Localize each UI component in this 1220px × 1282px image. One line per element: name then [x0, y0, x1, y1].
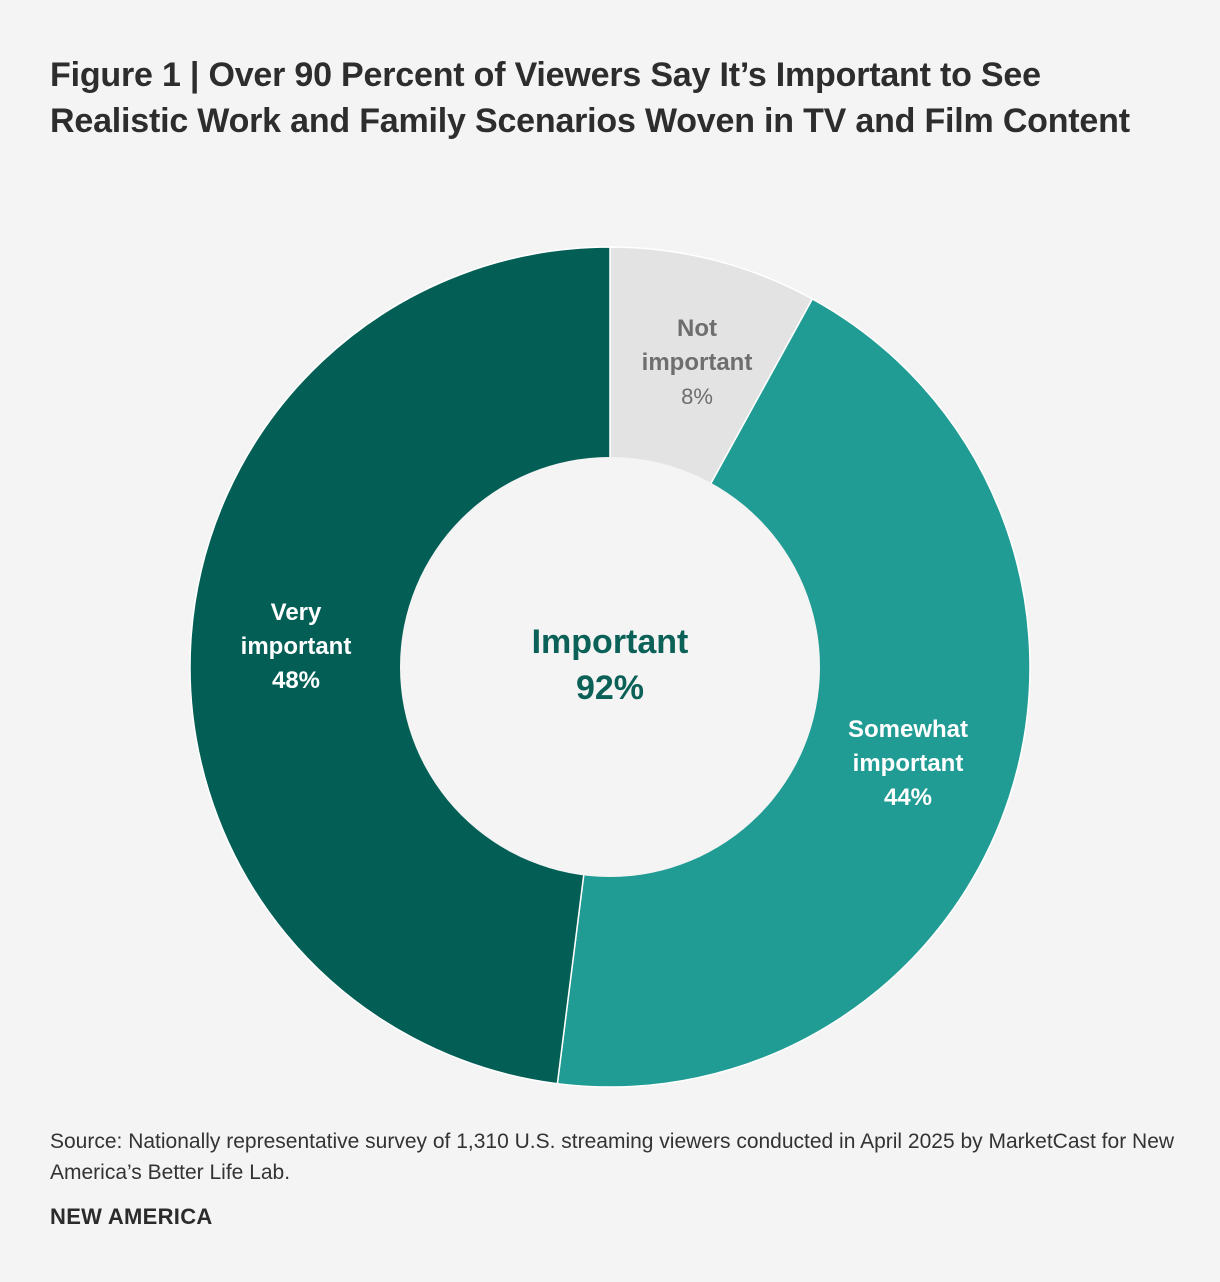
slice-value-very-important: 48%: [272, 667, 320, 694]
center-value: 92%: [576, 669, 644, 707]
slice-label-not-important: important: [642, 349, 753, 376]
slice-value-somewhat-important: 44%: [884, 784, 932, 811]
slice-labels: Not important 8% Somewhat important 44% Very im…: [241, 315, 968, 811]
chart-title: Figure 1 | Over 90 Percent of Viewers Sa…: [50, 56, 1130, 140]
slice-label-somewhat-important: important: [853, 750, 964, 777]
slice-label-somewhat-important: Somewhat: [848, 716, 968, 743]
slice-value-not-important: 8%: [681, 384, 713, 409]
center-label: Important: [532, 623, 689, 661]
slice-very-important: [189, 246, 611, 1085]
slice-label-very-important: Very: [271, 599, 322, 626]
slice-label-very-important: important: [241, 633, 352, 660]
slice-label-not-important: Not: [677, 315, 717, 342]
source-note: Source: Nationally representative survey…: [50, 1130, 1175, 1184]
brand-logo: NEW AMERICA: [50, 1204, 213, 1229]
donut-hole: [400, 457, 820, 877]
